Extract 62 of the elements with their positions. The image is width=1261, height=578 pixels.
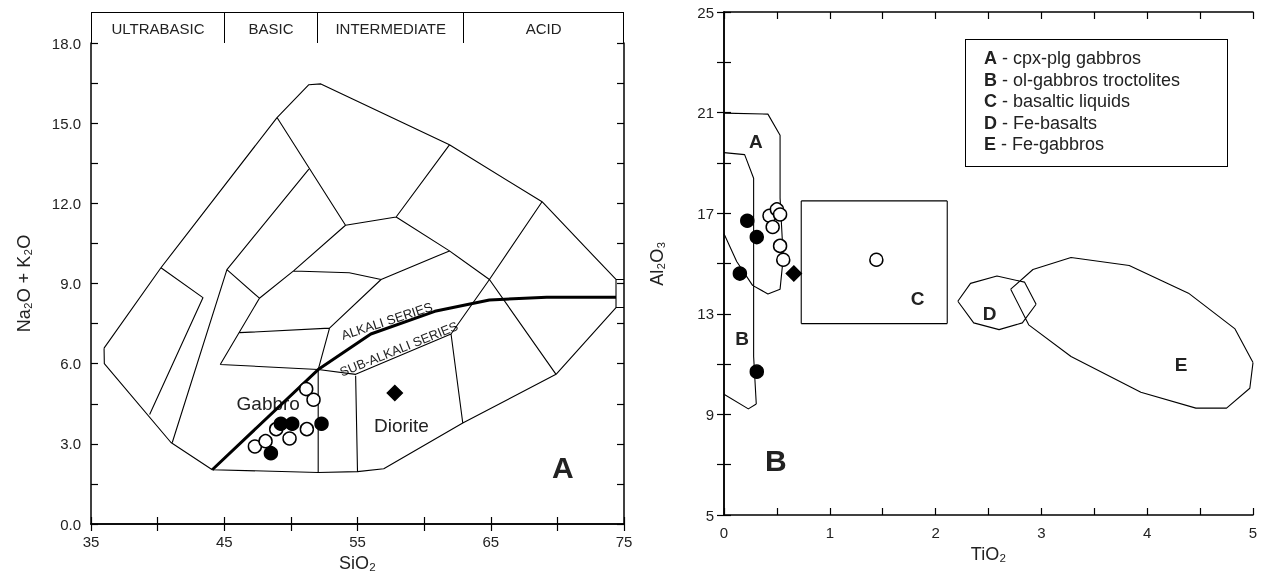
annotation: E - Fe-gabbros	[983, 134, 1106, 156]
annotation: A - cpx-plg gabbros	[983, 48, 1143, 70]
point	[282, 431, 297, 446]
point	[298, 381, 314, 397]
annotation: E	[1174, 353, 1188, 375]
y-tick-label: 25	[697, 3, 714, 21]
point	[306, 392, 321, 407]
annotation: C	[910, 288, 925, 310]
point	[263, 445, 279, 461]
point	[314, 416, 329, 432]
y-tick-label: 15.0	[51, 114, 81, 132]
point	[749, 229, 765, 245]
x-tick-label: 5	[1248, 524, 1258, 541]
annotation: A	[748, 131, 763, 153]
point	[785, 265, 803, 282]
y-tick-label: 9	[705, 405, 714, 423]
annotation: A	[551, 451, 574, 485]
x-tick-label: 65	[482, 533, 500, 550]
point	[732, 266, 748, 281]
y-tick-label: 12.0	[51, 194, 81, 212]
annotation: B - ol-gabbros troctolites	[983, 69, 1182, 91]
x-tick-label: 2	[931, 524, 940, 541]
annotation: D	[982, 303, 997, 325]
point	[247, 439, 263, 454]
point	[772, 207, 788, 222]
annotation: B	[765, 444, 787, 478]
point	[869, 252, 884, 267]
y-tick-label: 13	[697, 305, 714, 323]
point	[740, 213, 755, 228]
x-tick-label: 45	[215, 533, 233, 550]
point	[284, 416, 300, 432]
point	[772, 238, 788, 254]
x-tick-label: 55	[349, 533, 366, 550]
point	[765, 219, 780, 235]
annotation: Diorite	[374, 414, 429, 436]
point	[299, 421, 315, 437]
x-axis-title: SiO₂	[339, 553, 377, 573]
point	[776, 252, 791, 267]
y-tick-label: 17	[697, 204, 714, 222]
header-row: ULTRABASIC BASIC INTERMEDIATE ACID	[91, 12, 624, 43]
annotation: B	[735, 328, 749, 350]
x-tick-label: 3	[1037, 524, 1046, 541]
point	[258, 433, 273, 449]
y-tick-label: 21	[697, 104, 714, 122]
y-tick-label: 18.0	[51, 34, 81, 52]
point	[749, 364, 765, 379]
x-tick-label: 4	[1143, 524, 1152, 541]
y-tick-label: 0.0	[60, 515, 81, 533]
y-tick-label: 9.0	[60, 275, 81, 292]
y-tick-label: 5	[705, 506, 714, 524]
annotation: D - Fe-basalts	[983, 112, 1099, 134]
annotation: C - basaltic liquids	[983, 91, 1132, 113]
y-axis-title: Na₂O + K₂O	[14, 234, 34, 333]
y-axis-title: Al₂O₃	[647, 241, 667, 286]
x-tick-label: 75	[615, 533, 633, 550]
point	[386, 384, 404, 402]
y-tick-label: 3.0	[60, 435, 81, 453]
x-tick-label: 0	[719, 524, 729, 541]
x-tick-label: 1	[825, 524, 834, 541]
y-tick-label: 6.0	[60, 355, 81, 373]
x-axis-title: TiO₂	[970, 544, 1007, 564]
x-tick-label: 35	[82, 533, 100, 550]
